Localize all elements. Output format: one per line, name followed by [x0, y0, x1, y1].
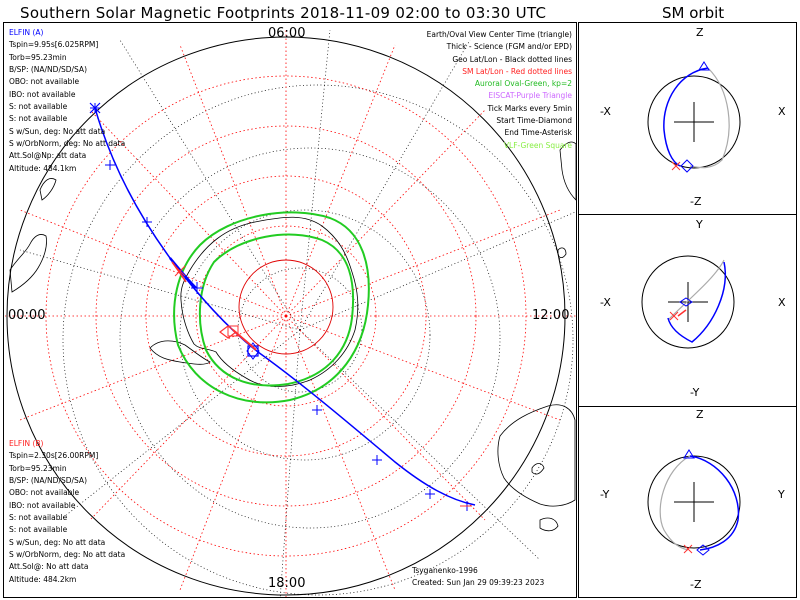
elfin-b-line: Torb=95.23min [9, 463, 67, 473]
orbit-panel-title: SM orbit [662, 4, 725, 22]
panel3-left-label: -Y [600, 488, 610, 501]
elfin-b-track [171, 261, 472, 507]
elfin-b-end-asterisk [174, 265, 186, 277]
elfin-a-track [89, 102, 476, 511]
legend-item: EISCAT-Purple Triangle [488, 91, 572, 101]
legend-item: Geo Lat/Lon - Black dotted lines [452, 54, 572, 64]
legend-item: Start Time-Diamond [496, 116, 572, 126]
legend: Earth/Oval View Center Time (triangle) T… [427, 29, 572, 152]
elfin-b-line: S w/Sun, deg: No att data [9, 537, 106, 547]
model-name: Tsyganenko-1996 [412, 566, 478, 575]
geo-grid [19, 29, 576, 597]
elfin-a-line: Altitude: 484.1km [9, 163, 77, 173]
credits: Tsyganenko-1996 Created: Sun Jan 29 09:3… [412, 565, 544, 589]
panel2-top-label: Y [696, 218, 703, 231]
panel3-top-label: Z [696, 408, 704, 421]
elfin-b-name: ELFIN (B) [9, 439, 44, 448]
elfin-a-info: ELFIN (A) Tspin=9.95s[6.025RPM] Torb=95.… [9, 27, 125, 175]
legend-item: End Time-Asterisk [504, 128, 572, 138]
panel1-bottom-label: -Z [690, 195, 702, 208]
elfin-a-end-asterisk [89, 102, 101, 114]
elfin-a-line: S w/Sun, deg: No att data [9, 126, 106, 136]
legend-item: Auroral Oval-Green, kp=2 [474, 79, 572, 89]
mlt-label-left: 00:00 [8, 308, 46, 323]
auroral-oval [173, 211, 370, 404]
elfin-b-info: ELFIN (B) Tspin=2.30s[26.00RPM] Torb=95.… [9, 438, 125, 586]
map-frame [3, 22, 577, 598]
sm-grid [5, 30, 576, 597]
elfin-b-line: IBO: not available [9, 500, 76, 510]
legend-item: Thick - Science (FGM and/or EPD) [446, 42, 572, 52]
elfin-a-line: Tspin=9.95s[6.025RPM] [9, 40, 99, 50]
mlt-label-bottom: 18:00 [268, 576, 306, 591]
elfin-b-line: Tspin=2.30s[26.00RPM] [9, 451, 99, 461]
elfin-a-line: S: not available [9, 102, 68, 112]
legend-item: SM Lat/Lon - Red dotted lines [462, 66, 572, 76]
panel1-right-label: X [778, 105, 786, 118]
created-date: Created: Sun Jan 29 09:39:23 2023 [412, 578, 545, 588]
elfin-a-line: S w/OrbNorm, deg: No att data [9, 139, 126, 149]
panel2-right-label: X [778, 296, 786, 309]
elfin-b-line: Altitude: 484.2km [9, 574, 77, 584]
elfin-b-start-diamond [219, 325, 237, 339]
elfin-a-line: Torb=95.23min [9, 52, 67, 62]
mlt-label-right: 12:00 [532, 308, 570, 323]
elfin-b-line: S w/OrbNorm, deg: No att data [9, 550, 126, 560]
globe-outline [6, 36, 566, 596]
legend-item: Tick Marks every 5min [487, 103, 572, 113]
panel3-bottom-label: -Z [690, 578, 702, 591]
panel2-bottom-label: -Y [690, 386, 700, 399]
orbit-panel-yz [647, 449, 741, 556]
orbit-panel-xy [641, 255, 735, 349]
elfin-b-line: Att.Sol@: No att data [9, 562, 89, 572]
orbit-frame [578, 22, 797, 598]
panel2-left-label: -X [600, 296, 611, 309]
elfin-a-line: IBO: not available [9, 89, 76, 99]
elfin-a-line: S: not available [9, 114, 68, 124]
legend-item: VLF-Green Square [503, 140, 572, 150]
elfin-a-line: Att.Sol@Np: att data [9, 151, 87, 161]
coastlines [9, 141, 576, 532]
panel1-left-label: -X [600, 105, 611, 118]
legend-item: Earth/Oval View Center Time (triangle) [426, 30, 572, 39]
mlt-label-top: 06:00 [268, 26, 306, 41]
chart-title: Southern Solar Magnetic Footprints 2018-… [20, 4, 547, 22]
elfin-a-line: OBO: not available [9, 77, 80, 87]
elfin-b-line: S: not available [9, 525, 68, 535]
elfin-a-line: B/SP: (NA/ND/SD/SA) [9, 65, 87, 75]
orbit-panel-xz [647, 61, 741, 173]
elfin-a-start-diamond [246, 342, 260, 360]
elfin-b-line: OBO: not available [9, 488, 80, 498]
elfin-b-line: B/SP: (NA/ND/SD/SA) [9, 476, 87, 486]
panel1-top-label: Z [696, 26, 704, 39]
sm-lat-circle [238, 259, 334, 355]
elfin-a-name: ELFIN (A) [9, 28, 44, 37]
elfin-b-line: S: not available [9, 513, 68, 523]
panel3-right-label: Y [778, 488, 785, 501]
elfin-b-square [227, 325, 239, 337]
